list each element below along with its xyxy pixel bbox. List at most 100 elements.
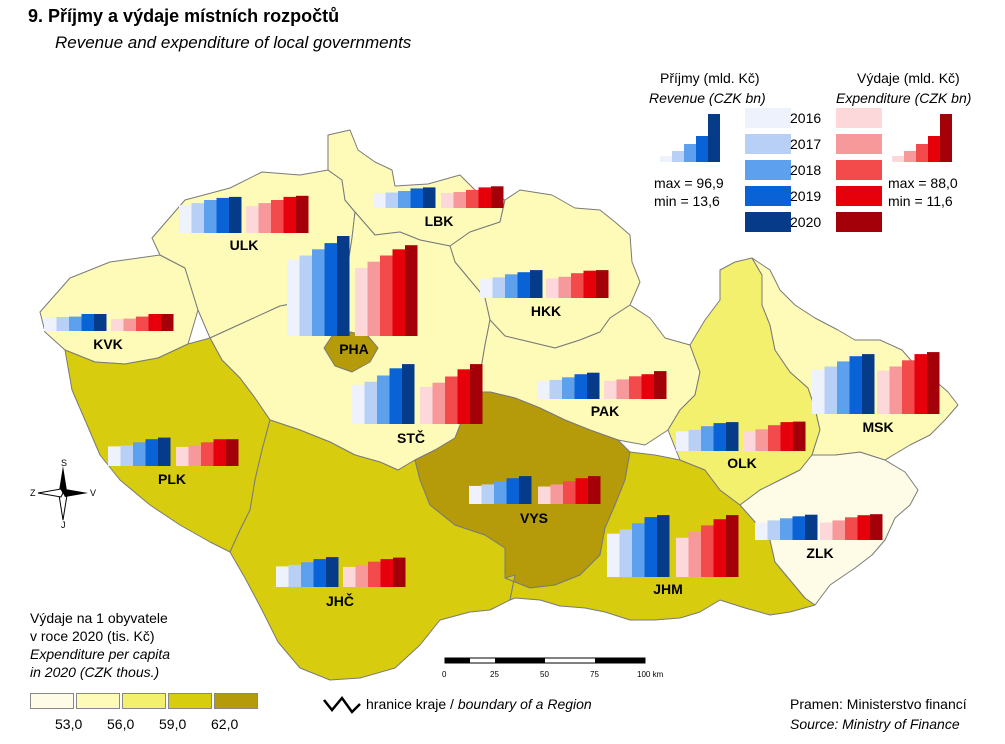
per-capita-class-swatch-3 <box>168 693 212 709</box>
bar-revenue-hkk-2018 <box>505 274 518 298</box>
bar-expenditure-kvk-2020 <box>161 314 174 331</box>
bar-expenditure-ulk-2019 <box>283 196 296 233</box>
bar-revenue-pak-2016 <box>537 380 550 399</box>
expenditure-legend-bar-2016 <box>892 156 904 162</box>
region-label-vys: VYS <box>520 510 548 526</box>
bar-revenue-plk-2018 <box>133 442 146 466</box>
scale-tick-75: 75 <box>590 670 599 679</box>
bar-expenditure-msk-2016 <box>877 370 890 414</box>
bar-revenue-pak-2020 <box>587 372 600 399</box>
bar-expenditure-jhm-2017 <box>688 531 701 577</box>
bar-revenue-olk-2016 <box>676 431 689 451</box>
year-label-2018: 2018 <box>790 162 822 178</box>
bar-revenue-lbk-2016 <box>373 193 386 208</box>
per-capita-break-0: 53,0 <box>55 716 83 732</box>
bar-revenue-pha-2017 <box>299 255 312 336</box>
bar-expenditure-kvk-2016 <box>111 319 124 331</box>
bar-expenditure-jhč-2017 <box>355 564 368 587</box>
region-label-kvk: KVK <box>93 336 123 352</box>
boundary-line-icon <box>323 695 361 714</box>
bar-expenditure-ulk-2018 <box>271 200 284 233</box>
region-label-plk: PLK <box>158 471 186 487</box>
bar-expenditure-vys-2020 <box>588 476 601 504</box>
bar-expenditure-jhč-2018 <box>368 561 381 587</box>
per-capita-class-swatch-4 <box>214 693 258 709</box>
bar-expenditure-plk-2020 <box>226 439 239 466</box>
revenue-legend-bars <box>660 114 720 162</box>
bar-revenue-jhč-2017 <box>288 564 301 587</box>
bar-expenditure-lbk-2016 <box>441 193 454 208</box>
bar-revenue-vys-2017 <box>481 484 494 504</box>
expenditure-swatch-2016 <box>836 108 882 128</box>
bar-revenue-pha-2019 <box>324 243 337 336</box>
scale-tick-50: 50 <box>540 670 549 679</box>
expenditure-legend-title-en: Expenditure (CZK bn) <box>836 90 972 106</box>
expenditure-legend-bar-2018 <box>916 144 928 162</box>
bar-expenditure-jhč-2020 <box>393 557 406 587</box>
region-label-hkk: HKK <box>531 303 561 319</box>
bar-expenditure-zlk-2016 <box>820 522 833 540</box>
region-label-lbk: LBK <box>425 213 454 229</box>
region-label-jhč: JHČ <box>326 592 354 609</box>
boundary-legend: hranice kraje / boundary of a Region <box>366 696 592 712</box>
bar-revenue-lbk-2017 <box>385 192 398 208</box>
bar-expenditure-jhm-2019 <box>713 519 726 577</box>
bar-revenue-plk-2016 <box>108 446 121 466</box>
revenue-swatch-2016 <box>745 108 791 128</box>
bar-revenue-lbk-2018 <box>398 191 411 208</box>
revenue-legend-bar-2018 <box>684 144 696 162</box>
bar-expenditure-kvk-2017 <box>123 318 136 331</box>
bar-expenditure-hkk-2020 <box>596 270 609 298</box>
bar-revenue-vys-2016 <box>469 485 482 504</box>
bar-expenditure-kvk-2019 <box>148 314 161 331</box>
bar-expenditure-zlk-2018 <box>845 517 858 540</box>
region-label-pha: PHA <box>339 341 369 357</box>
year-label-2017: 2017 <box>790 136 822 152</box>
bar-revenue-jhč-2018 <box>301 562 314 587</box>
bar-revenue-jhm-2017 <box>619 529 632 577</box>
bar-revenue-jhm-2016 <box>607 533 620 577</box>
bar-expenditure-lbk-2017 <box>453 192 466 208</box>
bar-revenue-olk-2020 <box>726 422 739 451</box>
scale-tick-0: 0 <box>442 670 447 679</box>
bar-expenditure-jhč-2019 <box>380 559 393 587</box>
bar-revenue-kvk-2020 <box>94 314 107 331</box>
bar-expenditure-msk-2019 <box>914 354 927 414</box>
bar-revenue-zlk-2019 <box>792 516 805 540</box>
bar-revenue-msk-2018 <box>837 361 850 414</box>
compass-north: S <box>61 458 67 468</box>
revenue-legend-title-en: Revenue (CZK bn) <box>649 90 766 106</box>
bar-expenditure-hkk-2016 <box>546 278 559 298</box>
revenue-swatch-2018 <box>745 160 791 180</box>
bar-revenue-zlk-2017 <box>767 520 780 540</box>
bar-expenditure-pak-2020 <box>654 371 667 399</box>
bar-expenditure-ulk-2016 <box>246 206 259 233</box>
per-capita-break-2: 59,0 <box>159 716 187 732</box>
bar-revenue-stč-2019 <box>389 368 402 424</box>
bar-revenue-ulk-2019 <box>216 197 229 233</box>
per-capita-class-swatch-1 <box>76 693 120 709</box>
bar-expenditure-msk-2018 <box>902 360 915 414</box>
bar-revenue-ulk-2017 <box>191 203 204 233</box>
bar-revenue-vys-2019 <box>506 478 519 504</box>
bar-expenditure-jhm-2018 <box>701 525 714 577</box>
bar-revenue-stč-2018 <box>377 375 390 424</box>
expenditure-max: max = 88,0 <box>888 175 958 191</box>
expenditure-legend-bar-2020 <box>940 114 952 162</box>
bar-revenue-msk-2019 <box>849 356 862 414</box>
bar-revenue-pak-2017 <box>549 379 562 399</box>
map-subtitle: Revenue and expenditure of local governm… <box>55 33 412 52</box>
bar-expenditure-olk-2018 <box>768 425 781 451</box>
bar-revenue-stč-2020 <box>402 364 415 424</box>
revenue-legend-bar-2019 <box>696 136 708 162</box>
scale-bar: 0 25 50 75 100 km <box>442 657 664 679</box>
bar-revenue-pha-2018 <box>312 249 325 336</box>
bar-revenue-msk-2017 <box>824 366 837 414</box>
bar-expenditure-olk-2016 <box>743 431 756 451</box>
bar-expenditure-vys-2017 <box>550 484 563 504</box>
revenue-swatch-2019 <box>745 186 791 206</box>
source-en: Source: Ministry of Finance <box>790 716 960 732</box>
boundary-legend-cz: hranice kraje / <box>366 696 458 712</box>
bar-revenue-kvk-2018 <box>69 316 82 331</box>
bar-expenditure-olk-2019 <box>780 422 793 451</box>
